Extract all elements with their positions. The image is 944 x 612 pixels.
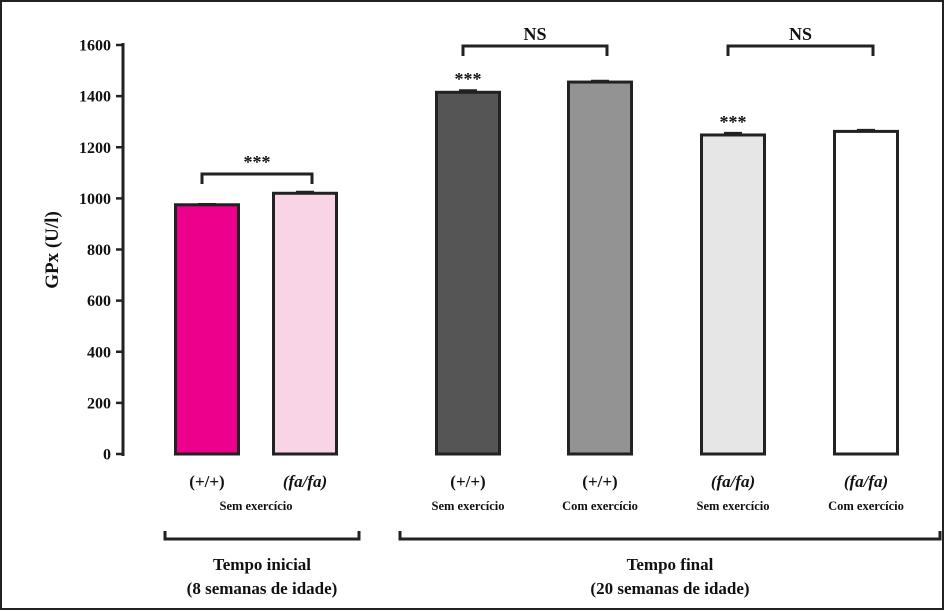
y-tick-label: 1600 [79, 38, 111, 55]
bar-significance-label: *** [455, 69, 482, 89]
significance-label: NS [523, 24, 546, 44]
category-condition-label-shared: Sem exercício [220, 499, 293, 513]
group-subtitle: (20 semanas de idade) [590, 579, 749, 598]
category-genotype-label: (fa/fa) [844, 472, 888, 491]
category-genotype-label: (+/+) [189, 472, 224, 491]
y-axis: 0 200 400 600 800 1000 1200 1400 1600 [79, 38, 125, 464]
bar [174, 203, 240, 456]
group-bracket [163, 531, 361, 541]
category-labels: (+/+) (fa/fa) (+/+) Sem exercício (+/+) Com e… [189, 472, 904, 513]
bar [567, 80, 633, 456]
significance-bracket [726, 44, 875, 56]
significance-label: *** [244, 152, 271, 172]
category-condition-label: Sem exercício [697, 499, 770, 513]
category-genotype-label: (fa/fa) [711, 472, 755, 491]
y-tick-label: 1000 [79, 191, 111, 208]
significance-label: NS [789, 24, 812, 44]
category-condition-label: Com exercício [828, 499, 904, 513]
group-brackets: Tempo inicial (8 semanas de idade) Tempo f… [163, 531, 942, 598]
group-subtitle: (8 semanas de idade) [187, 579, 338, 598]
category-condition-label: Com exercício [562, 499, 638, 513]
category-genotype-label: (+/+) [582, 472, 617, 491]
category-condition-label: Sem exercício [432, 499, 505, 513]
bar [435, 90, 501, 456]
y-axis-label: GPx (U/l) [42, 211, 63, 289]
group-bracket [398, 531, 942, 541]
category-genotype-label: (fa/fa) [283, 472, 327, 491]
group-title: Tempo final [627, 555, 714, 574]
bar [833, 129, 899, 456]
category-genotype-label: (+/+) [450, 472, 485, 491]
y-tick-label: 600 [87, 293, 111, 310]
significance-bracket [200, 172, 314, 184]
significance-brackets: *** NS NS *** *** [200, 24, 875, 184]
significance-bracket [461, 44, 609, 56]
y-tick-label: 1200 [79, 140, 111, 157]
y-tick-label: 400 [87, 344, 111, 361]
bar [272, 191, 338, 456]
group-title: Tempo inicial [213, 555, 311, 574]
bars [174, 79, 899, 456]
y-tick-label: 1400 [79, 89, 111, 106]
y-tick-label: 0 [103, 447, 111, 464]
bar-significance-label: *** [720, 112, 747, 132]
bar [700, 133, 766, 456]
y-tick-label: 800 [87, 242, 111, 259]
y-tick-label: 200 [87, 395, 111, 412]
